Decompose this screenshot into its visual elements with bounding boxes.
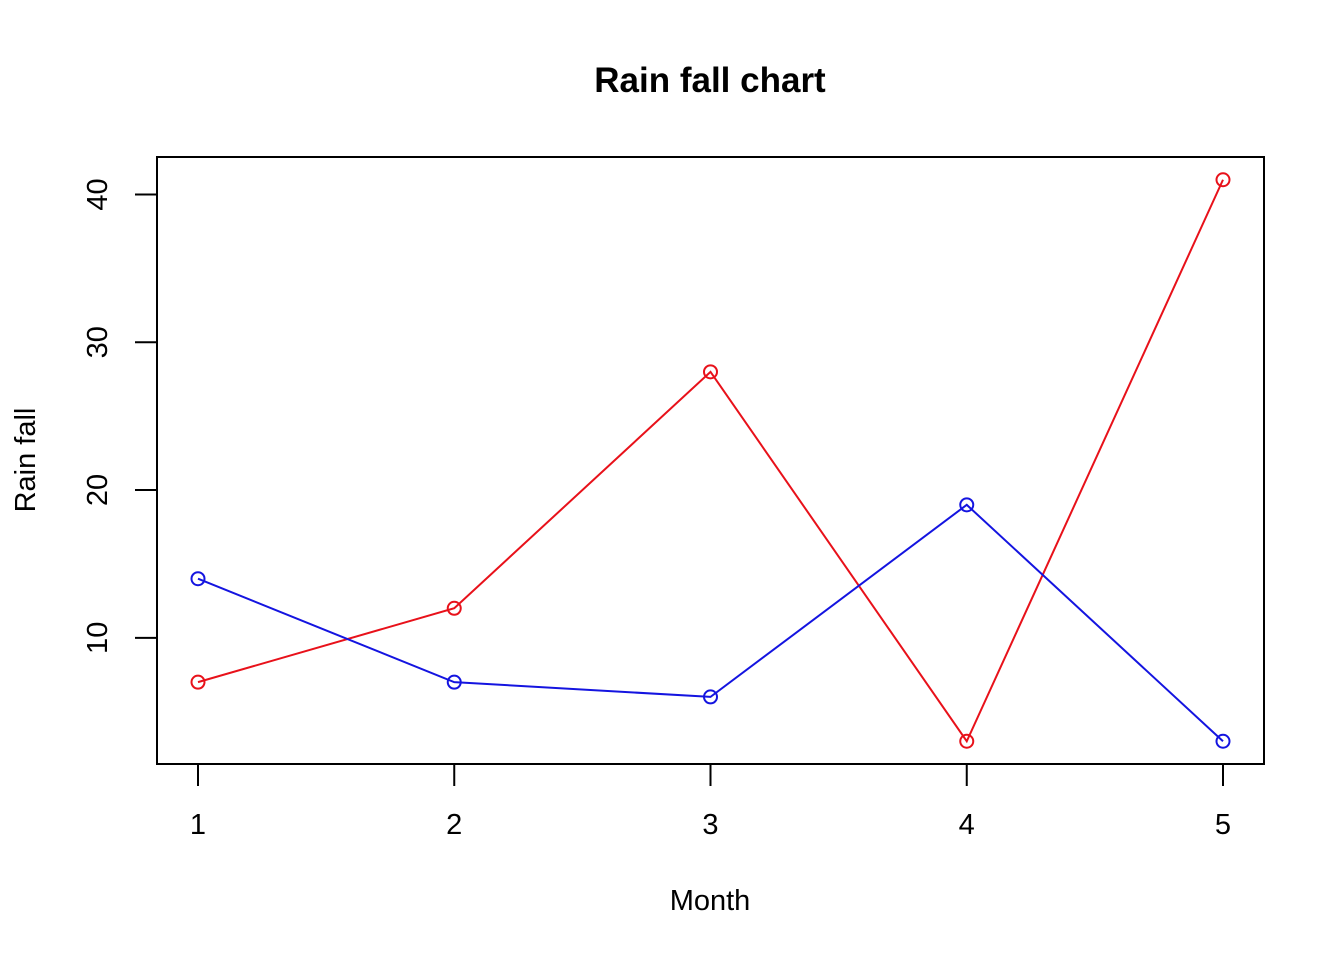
series-line [197, 503, 1224, 742]
x-tick-label: 4 [959, 809, 975, 841]
data-point [703, 689, 718, 705]
plot-area-frame [156, 156, 1265, 765]
series-2 [190, 497, 1231, 749]
data-point [446, 600, 462, 616]
x-tick-label: 3 [702, 809, 718, 841]
x-tick-label: 1 [190, 809, 206, 841]
data-point [1215, 172, 1231, 188]
y-axis-label: Rain fall [10, 408, 42, 513]
series-line [197, 179, 1224, 744]
data-point [1215, 733, 1231, 749]
data-point [959, 733, 975, 749]
series-layer [190, 172, 1231, 749]
series-1 [190, 172, 1231, 749]
x-tick-label: 2 [446, 809, 462, 841]
data-point [959, 497, 975, 513]
data-point [190, 674, 206, 690]
y-tick-label: 30 [82, 326, 114, 358]
y-tick-label: 40 [82, 178, 114, 210]
data-point [190, 571, 206, 587]
y-tick-label: 10 [82, 622, 114, 654]
data-point [446, 674, 462, 690]
y-tick-label: 20 [82, 474, 114, 506]
x-axis: 1 2 3 4 5 [190, 763, 1231, 841]
y-axis: 10 20 30 40 [82, 178, 158, 654]
x-tick-label: 5 [1215, 809, 1231, 841]
data-point [703, 364, 718, 380]
chart-title: Rain fall chart [594, 61, 826, 100]
x-axis-label: Month [670, 885, 751, 917]
